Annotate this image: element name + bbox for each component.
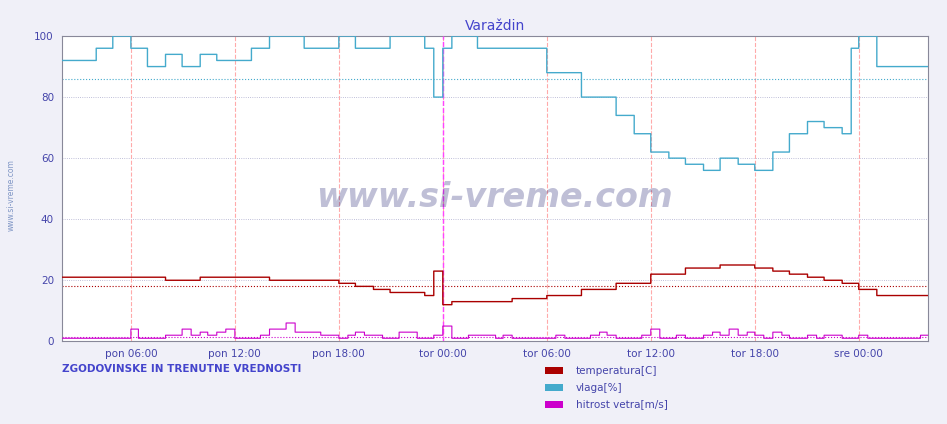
Title: Varaždin: Varaždin [465,20,525,33]
Text: ZGODOVINSKE IN TRENUTNE VREDNOSTI: ZGODOVINSKE IN TRENUTNE VREDNOSTI [62,364,301,374]
Text: vlaga[%]: vlaga[%] [576,382,622,393]
Text: www.si-vreme.com: www.si-vreme.com [7,159,16,231]
Text: temperatura[C]: temperatura[C] [576,365,657,376]
Text: hitrost vetra[m/s]: hitrost vetra[m/s] [576,399,668,410]
Text: www.si-vreme.com: www.si-vreme.com [316,181,673,215]
